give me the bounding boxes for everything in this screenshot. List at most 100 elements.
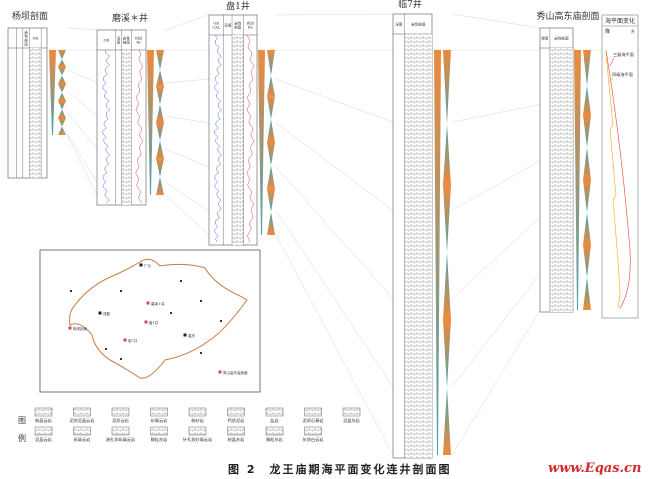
watermark: www.Eqas.cn [548, 461, 642, 476]
transgressive-triangle [58, 75, 66, 84]
regressive-triangle [443, 185, 451, 253]
map-place-label: 重庆 [188, 333, 195, 338]
transgressive-triangle [58, 92, 66, 101]
correlation-line [451, 160, 541, 211]
map-marker [98, 311, 102, 315]
correlation-line [164, 194, 210, 236]
resistivity-log-curve [246, 34, 254, 243]
sea-level-frame [601, 14, 639, 319]
transgressive-triangle [58, 126, 66, 135]
map-marker [146, 301, 150, 305]
legend-swatch [342, 407, 361, 417]
legend-label: 砾屑云岩 [74, 436, 91, 443]
well-3: 盘1井 GR CAL 深度 岩性剖面 Rlld Rs [208, 0, 275, 246]
regressive-triangle [58, 50, 66, 60]
transgressive-triangle [156, 140, 164, 159]
lithology-log [404, 34, 432, 458]
legend-swatch [73, 407, 91, 417]
column-header: 岩性剖面 [123, 36, 131, 45]
correlation-line [275, 210, 394, 387]
legend-label: 鲕粒灰岩 [151, 436, 168, 443]
map-marker [218, 370, 222, 374]
gr-log-curve [102, 49, 111, 204]
fourth-order-curve [605, 51, 621, 309]
map-place-label: 磨溪＊井 [151, 301, 165, 306]
map-place-label: 盘1井 [149, 320, 159, 325]
legend-label: 灰质白云岩 [303, 436, 324, 443]
correlation-line [66, 90, 98, 117]
map-place-label: 成都 [103, 311, 110, 316]
legend-swatch [227, 407, 245, 417]
legend-label: 粉砂岩 [191, 417, 204, 424]
label-arrow [608, 77, 614, 83]
lithology-log [121, 50, 132, 205]
regressive-triangle [583, 245, 591, 278]
regressive-triangle [58, 84, 66, 93]
legend-label: 粉晶云岩 [35, 417, 52, 424]
map-marker [139, 263, 143, 267]
legend-swatch [150, 426, 168, 436]
regressive-triangle [443, 320, 451, 388]
legend-label: 泥质石膏岩 [303, 417, 324, 424]
map-town-marker [105, 348, 107, 350]
regressive-triangle [267, 142, 275, 166]
well-title: 杨坝剖面 [12, 10, 48, 22]
legend-label: 泥晶云岩 [35, 436, 52, 443]
transgressive-triangle [156, 176, 164, 195]
map-frame [39, 249, 261, 393]
map-town-marker [70, 290, 72, 292]
well-title: 临7井 [398, 0, 422, 10]
legend-swatch [304, 407, 322, 417]
basin-outline [69, 258, 248, 379]
correlation-line [66, 112, 98, 150]
well-title: 秀山高东庙剖面 [536, 10, 599, 22]
correlation-line [275, 122, 394, 211]
regressive-triangle [267, 188, 275, 212]
column-header: 深度 [395, 22, 403, 27]
correlation-line [164, 181, 210, 212]
legend-label: 溶孔状砾屑云岩 [106, 436, 135, 443]
figure-caption: 图 2 龙王庙期海平面变化连井剖面图 [228, 463, 452, 476]
column-header: Rlld Rs [135, 37, 143, 45]
map-town-marker [200, 352, 202, 354]
transgressive-triangle [443, 387, 451, 455]
correlation-line [164, 78, 210, 84]
map-town-marker [220, 320, 222, 322]
transgressive-triangle [58, 59, 66, 67]
legend-label: 泥晶灰岩 [343, 417, 360, 424]
legend-title: 图 [18, 416, 26, 425]
regressive-triangle [156, 50, 164, 70]
long-term-cycle-wedge [434, 50, 441, 455]
correlation-line [66, 133, 98, 183]
map-marker [68, 326, 72, 330]
third-order-label: 三级海平面 [613, 51, 634, 58]
regressive-triangle [58, 118, 66, 127]
column-header: GR [104, 39, 110, 43]
regressive-triangle [156, 86, 164, 105]
column-header: 岩性剖面 [411, 22, 426, 27]
column-header: GR CAL [212, 22, 220, 30]
map-marker [183, 333, 187, 337]
map-marker [123, 338, 127, 342]
fourth-order-label: 四级海平面 [612, 71, 633, 78]
legend-swatch [111, 426, 130, 436]
column-header: 岩性剖面 [234, 21, 242, 30]
map-town-marker [170, 312, 172, 314]
regressive-triangle [58, 67, 66, 76]
legend-label: 泥质云岩 [112, 417, 129, 424]
regressive-triangle [583, 180, 591, 213]
column-header: Rlld Rs [247, 22, 255, 30]
map-place-label: 临7井 [128, 338, 138, 343]
legend-label: 盐岩 [270, 417, 278, 424]
legend-swatch [34, 407, 53, 417]
column-header: 岩性剖面 [24, 30, 28, 47]
correlation-line [66, 134, 98, 196]
well-title: 磨溪＊井 [112, 12, 148, 24]
regressive-triangle [267, 96, 275, 120]
legend-swatch [111, 407, 130, 417]
